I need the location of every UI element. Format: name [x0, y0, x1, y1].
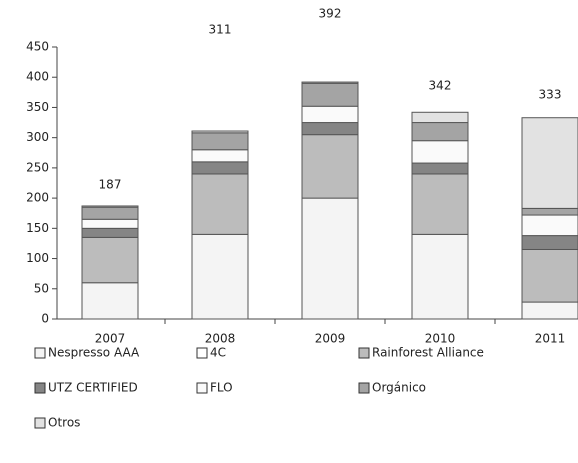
bar-segment [411, 173, 469, 235]
legend-swatch [196, 382, 208, 394]
legend-swatch [358, 347, 370, 359]
legend-label: FLO [210, 381, 233, 395]
total-label: 392 [319, 7, 342, 21]
bar-segment [191, 130, 249, 134]
bar-segment [521, 207, 578, 216]
bar-segment [411, 162, 469, 175]
legend-label: Otros [48, 416, 80, 430]
total-label: 311 [209, 23, 232, 37]
y-tick-label: 0 [41, 312, 49, 326]
bar-segment [81, 218, 139, 229]
bar-segment [301, 82, 359, 107]
y-tick-label: 150 [26, 221, 49, 235]
y-tick-label: 250 [26, 160, 49, 174]
bar-segment [191, 233, 249, 320]
legend-label: Rainforest Alliance [372, 346, 484, 360]
bar-segment [521, 214, 578, 237]
y-tick-label: 350 [26, 100, 49, 114]
bar-segment [191, 149, 249, 163]
x-tick-label: 2007 [95, 332, 126, 346]
bar-segment [81, 206, 139, 220]
bar-segment [411, 111, 469, 124]
bar-segment [411, 140, 469, 164]
legend-swatch [196, 347, 208, 359]
legend-swatch [34, 382, 46, 394]
bar-segment [301, 197, 359, 320]
total-label: 187 [99, 178, 122, 192]
bar-segment [521, 235, 578, 250]
bar-segment [191, 132, 249, 151]
legend-label: 4C [210, 346, 226, 360]
y-tick-label: 100 [26, 251, 49, 265]
legend-swatch [358, 382, 370, 394]
bar-segment [191, 161, 249, 175]
legend-label: Orgánico [372, 381, 426, 395]
bar-segment [521, 117, 578, 209]
y-tick-label: 50 [34, 281, 49, 295]
y-tick-label: 300 [26, 130, 49, 144]
y-tick-label: 450 [26, 40, 49, 54]
total-label: 342 [429, 79, 452, 93]
bar-segment [411, 122, 469, 142]
y-tick-label: 200 [26, 191, 49, 205]
total-label: 333 [539, 88, 562, 102]
bar-segment [301, 122, 359, 136]
bar-segment [81, 227, 139, 238]
bar-segment [521, 301, 578, 320]
legend-swatch [34, 417, 46, 429]
legend-label: UTZ CERTIFIED [48, 381, 138, 395]
x-tick-label: 2010 [425, 332, 456, 346]
x-tick-label: 2009 [315, 332, 346, 346]
bar-segment [81, 236, 139, 284]
x-tick-label: 2011 [535, 332, 566, 346]
bar-segment [81, 282, 139, 320]
bar-segment [301, 134, 359, 199]
y-tick-label: 400 [26, 70, 49, 84]
bar-segment [301, 105, 359, 124]
legend-swatch [34, 347, 46, 359]
bar-segment [411, 233, 469, 320]
legend-label: Nespresso AAA [48, 346, 140, 360]
x-tick-label: 2008 [205, 332, 236, 346]
bar-segment [301, 81, 359, 84]
bar-segment [81, 205, 139, 208]
bar-segment [191, 173, 249, 235]
bar-segment [521, 248, 578, 303]
